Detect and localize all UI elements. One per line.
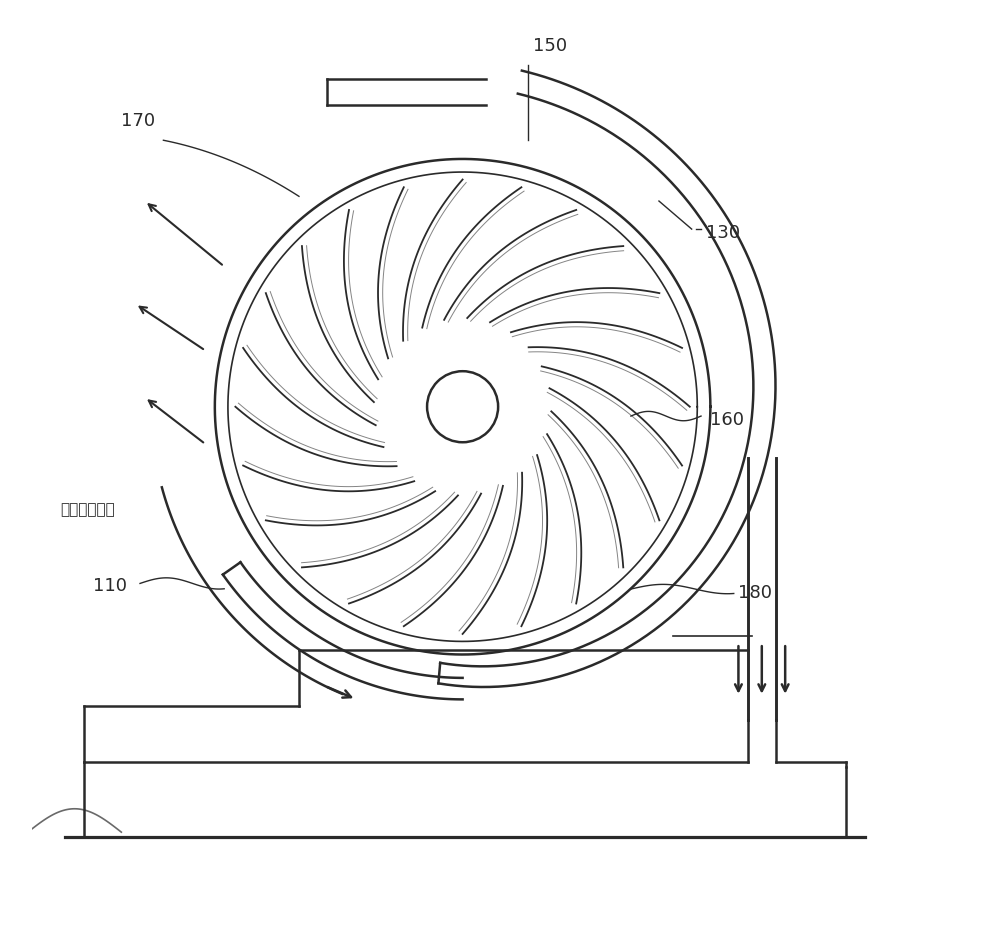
Text: 180: 180 — [738, 584, 772, 602]
Text: 160: 160 — [710, 411, 744, 429]
Text: 130: 130 — [706, 224, 740, 242]
Text: 110: 110 — [93, 577, 127, 595]
Text: 170: 170 — [121, 112, 155, 130]
Text: 150: 150 — [533, 37, 567, 55]
Text: 电机旋转方向: 电机旋转方向 — [61, 502, 115, 517]
